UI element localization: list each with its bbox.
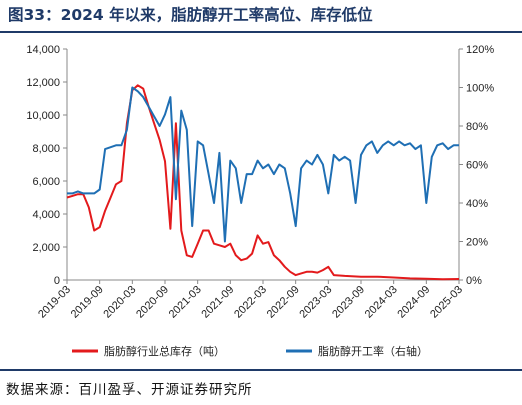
x-tick-label: 2020-03 xyxy=(101,284,138,321)
x-tick-label: 2020-09 xyxy=(134,284,171,321)
left-tick-label: 14,000 xyxy=(26,44,60,56)
right-tick-label: 80% xyxy=(466,121,488,133)
left-tick-label: 10,000 xyxy=(26,110,60,122)
right-tick-label: 100% xyxy=(466,83,494,95)
x-tick-label: 2021-09 xyxy=(199,284,236,321)
x-tick-label: 2019-09 xyxy=(69,284,106,321)
legend-inventory-label: 脂肪醇行业总库存（吨） xyxy=(104,344,225,358)
right-tick-label: 0% xyxy=(466,275,482,287)
x-tick-label: 2024-09 xyxy=(395,284,432,321)
x-tick-label: 2024-03 xyxy=(363,284,400,321)
x-tick-label: 2019-03 xyxy=(36,284,73,321)
x-tick-label: 2021-03 xyxy=(167,284,204,321)
left-tick-label: 2,000 xyxy=(32,242,60,254)
x-tick-label: 2022-03 xyxy=(232,284,269,321)
right-tick-label: 40% xyxy=(466,198,488,210)
left-tick-label: 12,000 xyxy=(26,77,60,89)
series-layer xyxy=(66,84,460,281)
title-rule xyxy=(0,31,522,33)
legend: 脂肪醇行业总库存（吨） 脂肪醇开工率（右轴） xyxy=(72,344,428,358)
inventory-series-line xyxy=(66,84,460,281)
x-tick-label: 2023-09 xyxy=(330,284,367,321)
source-rule xyxy=(0,369,522,371)
x-tick-label: 2023-03 xyxy=(297,284,334,321)
right-tick-label: 120% xyxy=(466,44,494,56)
source-note: 数据来源：百川盈孚、开源证券研究所 xyxy=(6,382,253,398)
right-tick-label: 20% xyxy=(466,237,488,249)
chart-title: 图33：2024 年以来，脂肪醇开工率高位、库存低位 xyxy=(8,6,373,24)
left-tick-label: 6,000 xyxy=(32,176,60,188)
x-tick-label: 2025-03 xyxy=(428,284,465,321)
right-tick-label: 60% xyxy=(466,160,488,172)
left-tick-label: 4,000 xyxy=(32,209,60,221)
left-tick-label: 8,000 xyxy=(32,143,60,155)
left-tick-label: 0 xyxy=(54,275,60,287)
operating-rate-series-line xyxy=(67,86,459,243)
x-tick-label: 2022-09 xyxy=(265,284,302,321)
legend-operating-rate-label: 脂肪醇开工率（右轴） xyxy=(318,344,428,358)
